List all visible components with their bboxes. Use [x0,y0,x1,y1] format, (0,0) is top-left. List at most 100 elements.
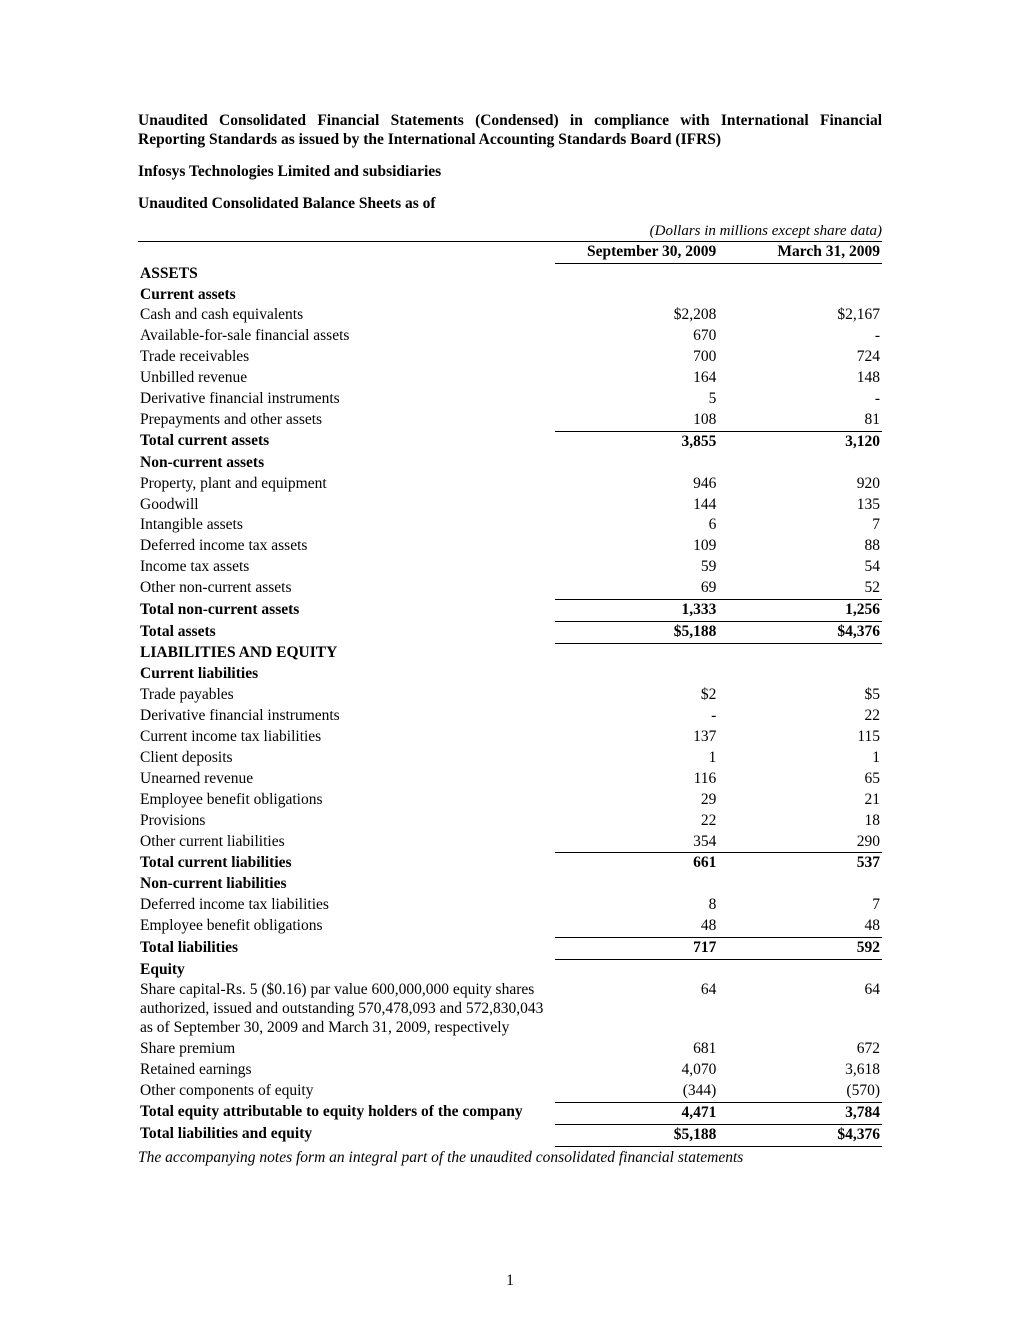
row-label: Retained earnings [138,1060,555,1081]
row-val-a: $2 [555,685,719,706]
row-val-b: $2,167 [718,305,882,326]
row-label: Employee benefit obligations [138,916,555,937]
row-val-a: $2,208 [555,305,719,326]
table-row: Other current liabilities354290 [138,832,882,853]
row-val-a: 137 [555,727,719,748]
section-assets: ASSETS [138,264,882,285]
row-val-a: - [555,706,719,727]
row-val-b: 18 [718,811,882,832]
table-row: Deferred income tax assets10988 [138,536,882,557]
row-label: Goodwill [138,495,555,516]
row-label: Property, plant and equipment [138,474,555,495]
table-row: Cash and cash equivalents$2,208$2,167 [138,305,882,326]
table-row-total: Total current assets3,8553,120 [138,431,882,452]
table-row: Available-for-sale financial assets670- [138,326,882,347]
row-val-a: 22 [555,811,719,832]
row-val-b: 135 [718,495,882,516]
section-current-assets: Current assets [138,285,882,306]
row-val-a: 700 [555,347,719,368]
row-val-b: 115 [718,727,882,748]
row-val-b: 290 [718,832,882,853]
row-val-b: 64 [718,980,882,1039]
page: Unaudited Consolidated Financial Stateme… [0,0,1020,1320]
row-val-b: $5 [718,685,882,706]
row-val-a: 681 [555,1039,719,1060]
row-val-b: 81 [718,410,882,431]
row-val-a: $5,188 [555,622,719,644]
table-row: Unbilled revenue164148 [138,368,882,389]
row-label: Provisions [138,811,555,832]
row-val-b: 3,120 [718,431,882,452]
row-val-a: 661 [555,853,719,874]
row-val-a: 5 [555,389,719,410]
row-val-a: 59 [555,557,719,578]
label: ASSETS [138,264,555,285]
row-val-a: 64 [555,980,719,1039]
section-liab-equity: LIABILITIES AND EQUITY [138,643,882,664]
table-row-grand-total: Total liabilities and equity$5,188$4,376 [138,1124,882,1146]
row-val-a: 4,070 [555,1060,719,1081]
table-row: Other components of equity(344)(570) [138,1081,882,1102]
row-val-a: 109 [555,536,719,557]
row-label: Available-for-sale financial assets [138,326,555,347]
row-val-a: 164 [555,368,719,389]
row-val-a: (344) [555,1081,719,1102]
col-header-period-b: March 31, 2009 [718,242,882,263]
table-row: Income tax assets5954 [138,557,882,578]
row-val-a: 1 [555,748,719,769]
row-label: Trade receivables [138,347,555,368]
label: Current liabilities [138,664,555,685]
section-current-liabilities: Current liabilities [138,664,882,685]
row-label: Total current liabilities [138,853,555,874]
table-row-total: Total equity attributable to equity hold… [138,1102,882,1124]
table-row: Other non-current assets6952 [138,578,882,599]
table-row: Derivative financial instruments5- [138,389,882,410]
row-val-a: 946 [555,474,719,495]
row-label: Employee benefit obligations [138,790,555,811]
row-label: Deferred income tax liabilities [138,895,555,916]
row-val-a: 48 [555,916,719,937]
table-row: Property, plant and equipment946920 [138,474,882,495]
row-label: Total equity attributable to equity hold… [138,1102,555,1124]
row-label: Other current liabilities [138,832,555,853]
label: Non-current liabilities [138,874,555,895]
footnote: The accompanying notes form an integral … [138,1149,882,1167]
row-val-b: 88 [718,536,882,557]
row-label: Cash and cash equivalents [138,305,555,326]
row-label: Current income tax liabilities [138,727,555,748]
row-label: Total current assets [138,431,555,452]
row-val-a: 69 [555,578,719,599]
row-label: Other components of equity [138,1081,555,1102]
row-val-b: 48 [718,916,882,937]
row-val-b: $4,376 [718,1124,882,1146]
row-val-b: 52 [718,578,882,599]
table-row: Deferred income tax liabilities87 [138,895,882,916]
row-label: Total liabilities [138,938,555,960]
label: Current assets [138,285,555,306]
row-val-b: - [718,389,882,410]
row-val-b: 3,618 [718,1060,882,1081]
row-val-a: 116 [555,769,719,790]
row-val-a: 6 [555,515,719,536]
table-row: Trade receivables700724 [138,347,882,368]
section-equity: Equity [138,960,882,981]
row-val-a: $5,188 [555,1124,719,1146]
row-label: Prepayments and other assets [138,410,555,431]
table-row-total: Total liabilities717592 [138,938,882,960]
row-val-a: 354 [555,832,719,853]
table-row: Employee benefit obligations2921 [138,790,882,811]
table-row: Unearned revenue11665 [138,769,882,790]
row-val-b: 148 [718,368,882,389]
row-val-a: 29 [555,790,719,811]
table-row-total: Total non-current assets1,3331,256 [138,600,882,622]
table-row-grand-total: Total assets$5,188$4,376 [138,622,882,644]
row-label: Unearned revenue [138,769,555,790]
row-label: Total assets [138,622,555,644]
row-val-b: 21 [718,790,882,811]
company-subtitle: Infosys Technologies Limited and subsidi… [138,163,882,181]
row-label: Other non-current assets [138,578,555,599]
row-label: Income tax assets [138,557,555,578]
table-row: Employee benefit obligations4848 [138,916,882,937]
row-val-a: 108 [555,410,719,431]
row-label: Unbilled revenue [138,368,555,389]
